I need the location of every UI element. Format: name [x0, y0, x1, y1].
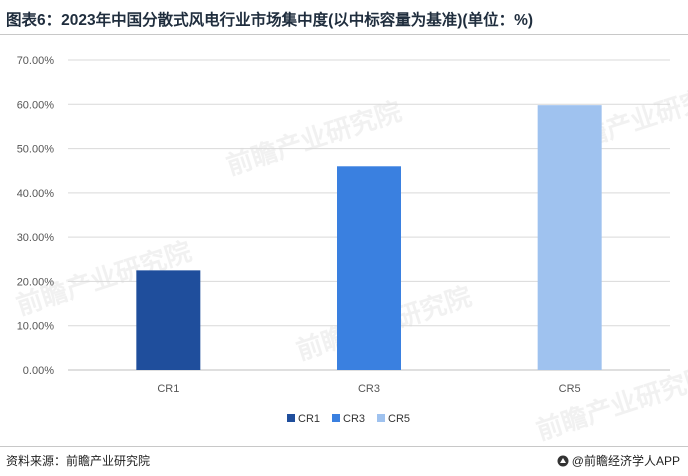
watermark-text: 前瞻产业研究院 — [533, 361, 688, 442]
y-tick-label: 60.00% — [17, 99, 55, 111]
brand-text: @前瞻经济学人APP — [571, 454, 680, 468]
y-tick-label: 20.00% — [17, 276, 55, 288]
y-tick-label: 0.00% — [23, 365, 54, 377]
legend-swatch — [377, 414, 385, 422]
y-tick-label: 70.00% — [17, 55, 55, 67]
bars — [136, 105, 602, 371]
legend-label: CR1 — [298, 413, 320, 425]
x-tick-label: CR5 — [559, 383, 581, 395]
bar-cr3 — [337, 166, 401, 370]
x-axis: CR1 CR3 CR5 — [157, 383, 580, 395]
y-tick-label: 50.00% — [17, 144, 55, 156]
brand-credit: @前瞻经济学人APP — [557, 452, 680, 469]
y-tick-label: 10.00% — [17, 321, 55, 333]
bar-chart: 前瞻产业研究院前瞻产业研究院前瞻产业研究院前瞻产业研究院前瞻产业研究院 0.00… — [13, 55, 688, 442]
y-tick-label: 30.00% — [17, 232, 55, 244]
brand-logo-icon — [557, 455, 569, 466]
legend-swatch — [287, 414, 295, 422]
legend-swatch — [332, 414, 340, 422]
x-tick-label: CR1 — [157, 383, 179, 395]
legend: CR1 CR3 CR5 — [287, 413, 410, 425]
chart-title: 图表6：2023年中国分散式风电行业市场集中度(以中标容量为基准)(单位：%) — [6, 12, 534, 29]
x-tick-label: CR3 — [358, 383, 380, 395]
title-divider — [0, 34, 688, 35]
footer-divider — [0, 446, 688, 447]
bar-cr1 — [136, 270, 201, 370]
bar-cr5 — [537, 105, 602, 371]
source-note: 资料来源：前瞻产业研究院 — [6, 454, 151, 468]
legend-label: CR5 — [388, 413, 410, 425]
y-tick-label: 40.00% — [17, 188, 55, 200]
y-axis: 0.00% 10.00% 20.00% 30.00% 40.00% 50.00% 60.00… — [17, 55, 55, 377]
legend-label: CR3 — [343, 413, 365, 425]
